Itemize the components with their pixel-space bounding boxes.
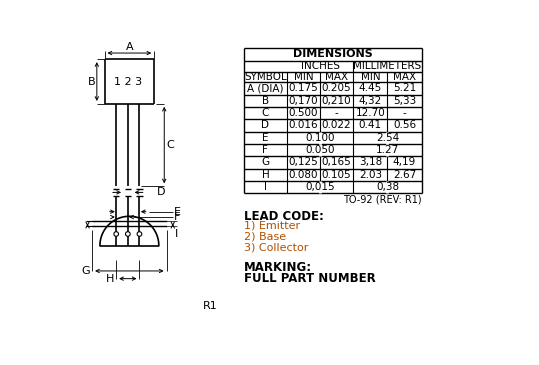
Text: LEAD CODE:: LEAD CODE:: [244, 210, 324, 223]
Text: B: B: [88, 77, 95, 87]
Text: G: G: [261, 157, 270, 168]
Text: 0.41: 0.41: [359, 120, 382, 130]
Text: 0,125: 0,125: [288, 157, 318, 168]
Text: F: F: [262, 145, 268, 155]
Circle shape: [126, 232, 130, 236]
Text: TO-92 (REV: R1): TO-92 (REV: R1): [343, 195, 421, 205]
Text: FULL PART NUMBER: FULL PART NUMBER: [244, 272, 376, 285]
Text: 0.205: 0.205: [322, 84, 351, 93]
Text: 0.016: 0.016: [288, 120, 318, 130]
Text: DIMENSIONS: DIMENSIONS: [293, 49, 372, 59]
Text: 0,165: 0,165: [322, 157, 351, 168]
Text: MAX: MAX: [393, 72, 416, 82]
Text: 0,015: 0,015: [305, 182, 335, 192]
Text: C: C: [167, 140, 174, 150]
Text: 12.70: 12.70: [356, 108, 385, 118]
Text: MARKING:: MARKING:: [244, 261, 312, 274]
Text: 1 2 3: 1 2 3: [114, 77, 142, 87]
Text: A (DIA): A (DIA): [247, 84, 284, 93]
Circle shape: [137, 232, 142, 236]
Text: 0.175: 0.175: [288, 84, 318, 93]
Text: 2.67: 2.67: [393, 170, 416, 180]
Text: 2.54: 2.54: [376, 133, 399, 143]
Text: 0,170: 0,170: [288, 96, 318, 106]
Text: 3,18: 3,18: [359, 157, 382, 168]
Text: MILLIMETERS: MILLIMETERS: [354, 61, 421, 71]
Text: 0.500: 0.500: [288, 108, 318, 118]
Text: 4,19: 4,19: [393, 157, 416, 168]
Text: -: -: [403, 108, 406, 118]
Text: A: A: [126, 42, 133, 52]
Text: 0,38: 0,38: [376, 182, 399, 192]
Text: SYMBOL: SYMBOL: [244, 72, 287, 82]
Text: G: G: [81, 266, 90, 276]
Text: E: E: [174, 207, 181, 217]
Text: 4,32: 4,32: [359, 96, 382, 106]
Text: 0.105: 0.105: [322, 170, 351, 180]
Text: MAX: MAX: [325, 72, 348, 82]
Text: 3) Collector: 3) Collector: [244, 242, 308, 253]
Text: 2.03: 2.03: [359, 170, 382, 180]
Text: D: D: [156, 187, 165, 197]
Text: 2) Base: 2) Base: [244, 232, 286, 242]
Text: INCHES: INCHES: [301, 61, 340, 71]
Text: 0.100: 0.100: [305, 133, 335, 143]
Text: 5.21: 5.21: [393, 84, 416, 93]
Text: 4.45: 4.45: [359, 84, 382, 93]
Text: 0.050: 0.050: [305, 145, 335, 155]
Text: H: H: [261, 170, 270, 180]
Text: 0,210: 0,210: [322, 96, 351, 106]
Text: D: D: [261, 120, 270, 130]
Text: I: I: [175, 229, 178, 239]
Text: I: I: [264, 182, 267, 192]
Text: 1) Emitter: 1) Emitter: [244, 221, 300, 231]
Text: 5,33: 5,33: [393, 96, 416, 106]
Text: F: F: [174, 212, 181, 222]
Text: B: B: [262, 96, 269, 106]
Text: 0.022: 0.022: [322, 120, 351, 130]
Text: 1.27: 1.27: [376, 145, 399, 155]
Text: H: H: [106, 274, 114, 284]
Text: C: C: [262, 108, 269, 118]
Text: 0.56: 0.56: [393, 120, 416, 130]
Circle shape: [114, 232, 119, 236]
Text: MIN: MIN: [294, 72, 313, 82]
Text: MIN: MIN: [361, 72, 380, 82]
Text: 0.080: 0.080: [288, 170, 318, 180]
Text: E: E: [262, 133, 268, 143]
Text: R1: R1: [203, 301, 218, 311]
Text: -: -: [335, 108, 338, 118]
